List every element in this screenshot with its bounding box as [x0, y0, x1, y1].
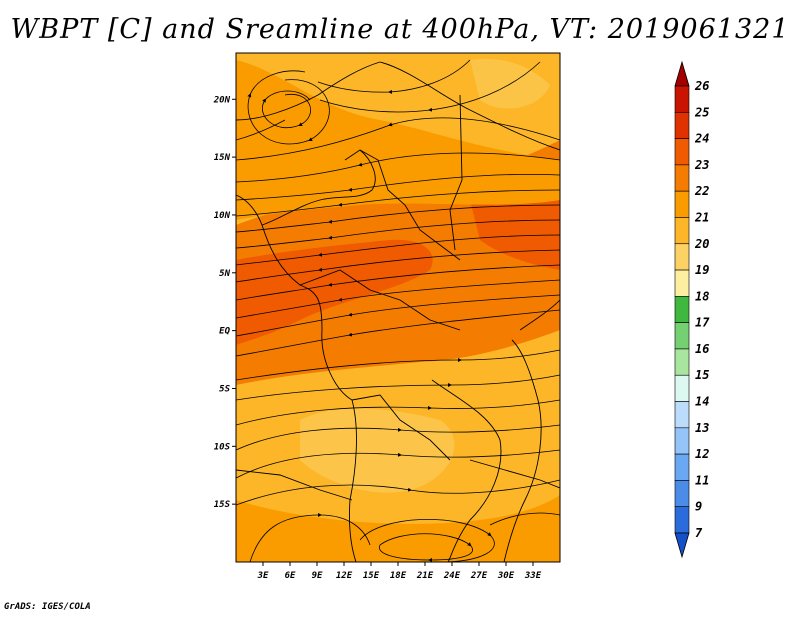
colorbar-swatch: [674, 269, 690, 297]
colorbar-label: 9: [695, 500, 702, 514]
streamline: [236, 219, 560, 249]
x-tick-label: 9E: [312, 571, 323, 581]
streamline: [236, 204, 560, 233]
x-tick-label: 15E: [363, 571, 380, 581]
colorbar-swatch: [674, 190, 690, 218]
y-tick-label: EQ: [219, 327, 230, 337]
streamline: [236, 424, 560, 451]
x-tick-label: 27E: [470, 571, 488, 581]
x-tick-label: 6E: [285, 571, 296, 581]
colorbar-label: 19: [695, 263, 709, 277]
colorbar-label: 12: [695, 447, 709, 461]
colorbar-label: 26: [694, 79, 709, 93]
streamline: [236, 173, 560, 201]
colorbar: 26 25 24 23 22 21 20 19 18 17 16 15 14 13 12 11 9 7: [674, 60, 710, 559]
y-tick-label: 10S: [214, 442, 231, 452]
grads-credit: GrADS: IGES/COLA: [4, 602, 91, 612]
streamline: [236, 279, 560, 319]
colorbar-label: 16: [695, 342, 709, 356]
y-tick-label: 5N: [219, 269, 230, 279]
streamline: [236, 479, 560, 506]
colorbar-swatch: [674, 111, 690, 139]
colorbar-swatch: [674, 164, 690, 192]
colorbar-label: 17: [695, 316, 710, 330]
streamline: [236, 449, 560, 479]
colorbar-label: 14: [695, 395, 709, 409]
colorbar-swatch: [674, 243, 690, 271]
colorbar-label: 13: [695, 421, 709, 435]
x-axis: 3E 6E 9E 12E 15E 18E 21E 24E 27E 30E 33E: [257, 562, 542, 581]
streamline: [236, 374, 560, 401]
field-cool-patch-south: [300, 408, 455, 493]
streamline: [236, 349, 560, 381]
colorbar-label: 11: [695, 473, 709, 487]
x-tick-label: 18E: [390, 571, 407, 581]
streamline: [317, 59, 471, 94]
colorbar-label: 20: [694, 237, 709, 251]
colorbar-swatch: [674, 374, 690, 402]
colorbar-swatch: [674, 427, 690, 455]
colorbar-label: 24: [694, 132, 709, 146]
streamline: [489, 512, 560, 526]
field-cool-patch-east: [470, 58, 550, 109]
colorbar-label: 23: [694, 158, 709, 172]
streamline-cyclone: [247, 70, 330, 145]
streamline: [236, 152, 560, 183]
field-deep-south: [236, 495, 560, 562]
x-tick-label: 12E: [336, 571, 353, 581]
wbpt-field: [236, 53, 560, 562]
colorbar-label: 25: [694, 105, 709, 119]
map-title: WBPT [C] and Sreamline at 400hPa, VT: 20…: [10, 14, 790, 45]
colorbar-swatch: [674, 506, 690, 534]
colorbar-swatch: [674, 138, 690, 166]
colorbar-bottom-arrow: [674, 532, 690, 559]
colorbar-swatch: [674, 322, 690, 350]
y-tick-label: 20N: [213, 95, 231, 105]
streamline: [236, 309, 560, 357]
x-tick-label: 30E: [497, 571, 515, 581]
streamline: [236, 399, 560, 426]
streamline: [236, 264, 560, 301]
x-tick-label: 24E: [443, 571, 461, 581]
colorbar-label: 18: [695, 289, 709, 303]
colorbar-swatch: [674, 85, 690, 113]
streamline: [236, 117, 560, 161]
streamline: [319, 61, 541, 113]
y-axis: 20N 15N 10N 5N EQ 5S 10S 15S: [213, 95, 236, 510]
y-tick-label: 15N: [214, 153, 231, 163]
streamline: [236, 249, 560, 283]
streamline-anticyclone: [379, 533, 473, 562]
streamline: [236, 189, 560, 217]
x-tick-label: 21E: [416, 571, 434, 581]
streamline: [249, 512, 371, 562]
streamline: [519, 299, 560, 331]
colorbar-top-arrow: [674, 60, 690, 87]
y-tick-label: 5S: [219, 384, 230, 394]
x-tick-label: 3E: [257, 571, 269, 581]
colorbar-swatch: [674, 453, 690, 481]
colorbar-label: 7: [695, 526, 703, 540]
streamline: [236, 234, 560, 266]
field-north-band: [236, 60, 560, 220]
streamline-anticyclone: [359, 518, 495, 562]
y-tick-label: 10N: [214, 211, 231, 221]
colorbar-label: 22: [694, 184, 709, 198]
streamline: [236, 294, 560, 337]
colorbar-swatch: [674, 296, 690, 323]
colorbar-swatch: [674, 348, 690, 376]
colorbar-swatch: [674, 217, 690, 245]
y-tick-label: 15S: [214, 500, 231, 510]
streamlines: [236, 59, 560, 562]
field-hot-core: [236, 239, 433, 345]
x-tick-label: 33E: [524, 571, 542, 581]
colorbar-label: 21: [694, 210, 709, 224]
coastlines: [236, 61, 560, 562]
colorbar-label: 15: [695, 368, 709, 382]
colorbar-swatch: [674, 480, 690, 508]
colorbar-swatch: [674, 401, 690, 429]
